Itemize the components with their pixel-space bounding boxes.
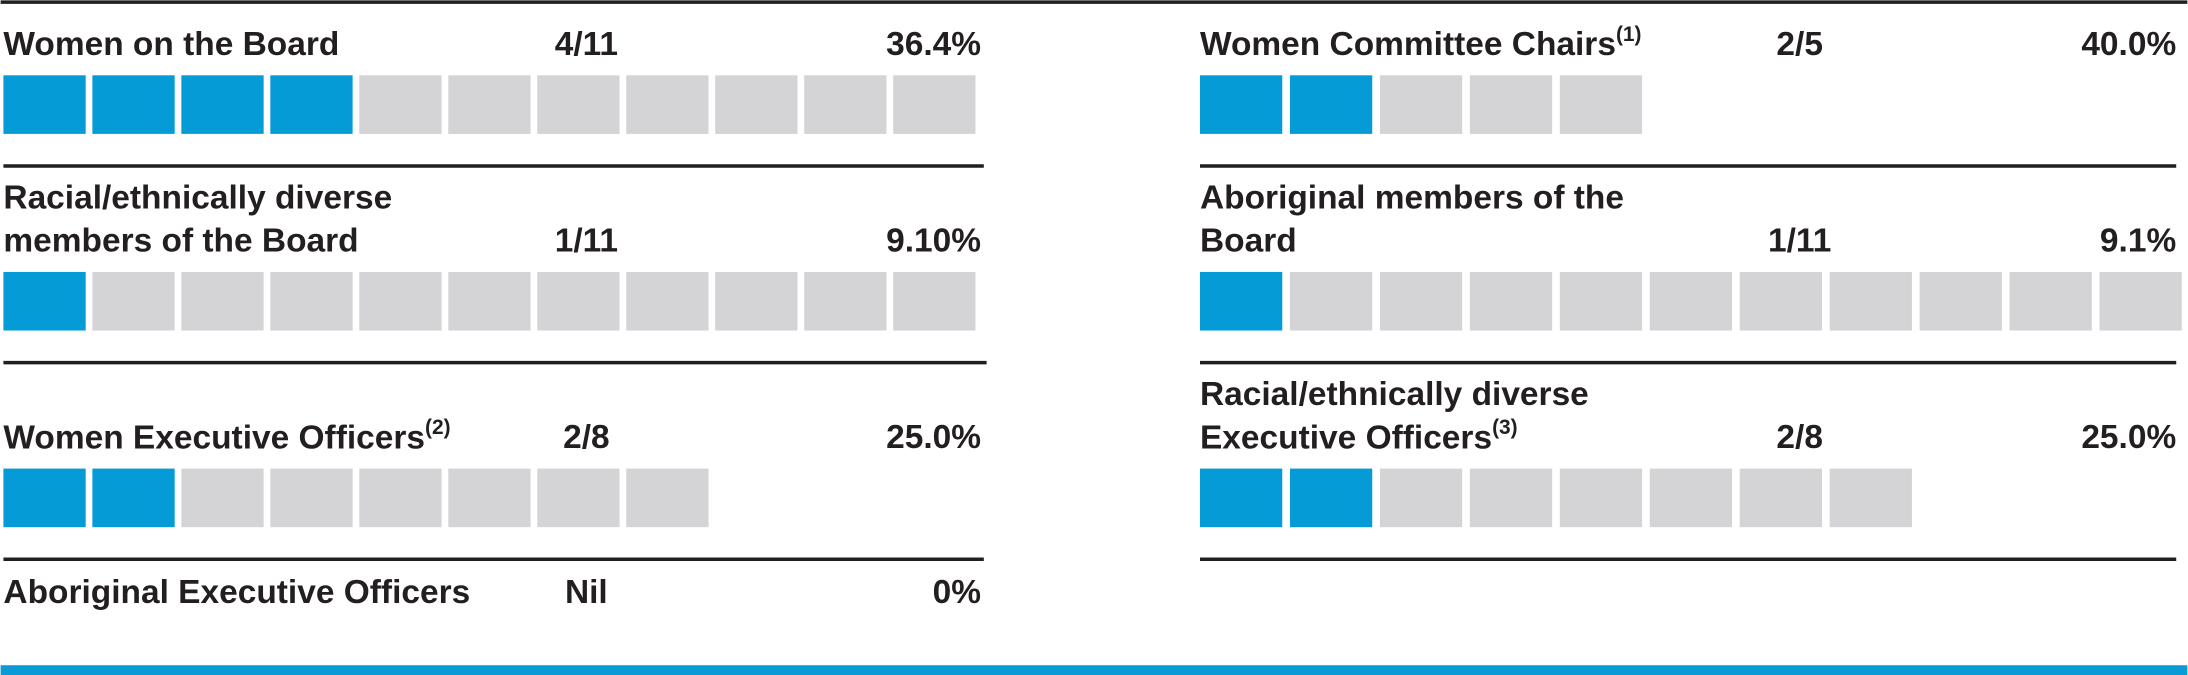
label-line: Aboriginal Executive Officers (3, 574, 470, 611)
percent: 9.1% (2100, 223, 2176, 260)
item-label: members of the Board (3, 223, 358, 260)
label-line: Women on the Board (3, 26, 339, 63)
empty-square (537, 468, 620, 528)
empty-square (359, 271, 442, 331)
filled-square (3, 468, 86, 528)
percent: 9.10% (886, 223, 981, 260)
empty-square (448, 75, 531, 134)
item-label: Racial/ethnically diverse (3, 179, 392, 216)
filled-square (1289, 468, 1373, 528)
empty-square (537, 271, 620, 331)
item-label: Women Executive Officers(2) (3, 416, 450, 456)
footnote-ref: (3) (1492, 416, 1518, 439)
label-line: Racial/ethnically diverse (1200, 376, 1589, 413)
filled-square (3, 271, 86, 331)
filled-square (1199, 271, 1283, 331)
empty-square (1559, 468, 1643, 528)
empty-square (1829, 271, 1912, 331)
empty-square (626, 468, 709, 528)
empty-square (1919, 271, 2002, 331)
percent: 25.0% (886, 419, 981, 456)
percent: 25.0% (2081, 419, 2176, 456)
percent: 0% (933, 574, 981, 611)
empty-square (1829, 468, 1912, 528)
empty-square (2099, 271, 2182, 331)
empty-square (448, 468, 531, 528)
label-line: Racial/ethnically diverse (3, 179, 392, 216)
label-line: Women Committee Chairs (1200, 26, 1616, 63)
filled-square (1199, 468, 1283, 528)
empty-square (270, 271, 353, 331)
empty-square (1289, 271, 1373, 331)
empty-square (181, 271, 264, 331)
empty-square (1739, 271, 1822, 331)
label-line: Executive Officers (1200, 419, 1492, 456)
ratio: 2/5 (1776, 26, 1823, 63)
label-line: Aboriginal members of the (1200, 179, 1624, 216)
filled-square (92, 468, 175, 528)
item-label: Aboriginal Executive Officers (3, 574, 470, 611)
label-line: Women Executive Officers (3, 419, 425, 456)
empty-square (359, 468, 442, 528)
empty-square (1649, 468, 1733, 528)
empty-square (1469, 468, 1553, 528)
empty-square (804, 75, 887, 134)
empty-square (1649, 271, 1733, 331)
empty-square (1469, 271, 1553, 331)
filled-square (92, 75, 175, 134)
filled-square (3, 75, 86, 134)
ratio: 4/11 (555, 26, 618, 63)
ratio: 1/11 (555, 223, 618, 260)
label-line: members of the Board (3, 223, 358, 260)
empty-square (270, 468, 353, 528)
empty-square (626, 271, 709, 331)
ratio: 1/11 (1768, 223, 1831, 260)
empty-square (1379, 271, 1463, 331)
empty-square (804, 271, 887, 331)
label-line: Board (1200, 223, 1297, 260)
item-label: Women on the Board (3, 26, 339, 63)
empty-square (537, 75, 620, 134)
filled-square (1289, 75, 1373, 134)
empty-square (1739, 468, 1822, 528)
empty-square (2009, 271, 2092, 331)
empty-square (92, 271, 175, 331)
empty-square (893, 271, 976, 331)
empty-square (626, 75, 709, 134)
ratio: 2/8 (563, 419, 610, 456)
item-label: Women Committee Chairs(1) (1200, 22, 1642, 62)
empty-square (1559, 75, 1643, 134)
item-label: Board (1200, 223, 1297, 260)
ratio: 2/8 (1776, 419, 1823, 456)
empty-square (715, 75, 798, 134)
empty-square (1379, 75, 1463, 134)
empty-square (893, 75, 976, 134)
filled-square (270, 75, 353, 134)
ratio: Nil (565, 574, 608, 611)
item-label: Aboriginal members of the (1200, 179, 1624, 216)
empty-square (715, 271, 798, 331)
empty-square (1469, 75, 1553, 134)
item-label: Racial/ethnically diverse (1200, 376, 1589, 413)
footnote-ref: (2) (425, 416, 451, 439)
empty-square (448, 271, 531, 331)
empty-square (181, 468, 264, 528)
empty-square (1379, 468, 1463, 528)
item-label: Executive Officers(3) (1200, 416, 1518, 456)
percent: 40.0% (2081, 26, 2176, 63)
filled-square (181, 75, 264, 134)
footnote-ref: (1) (1616, 22, 1642, 45)
filled-square (1199, 75, 1283, 134)
empty-square (1559, 271, 1643, 331)
percent: 36.4% (886, 26, 981, 63)
footer-bar (0, 665, 2188, 675)
empty-square (359, 75, 442, 134)
